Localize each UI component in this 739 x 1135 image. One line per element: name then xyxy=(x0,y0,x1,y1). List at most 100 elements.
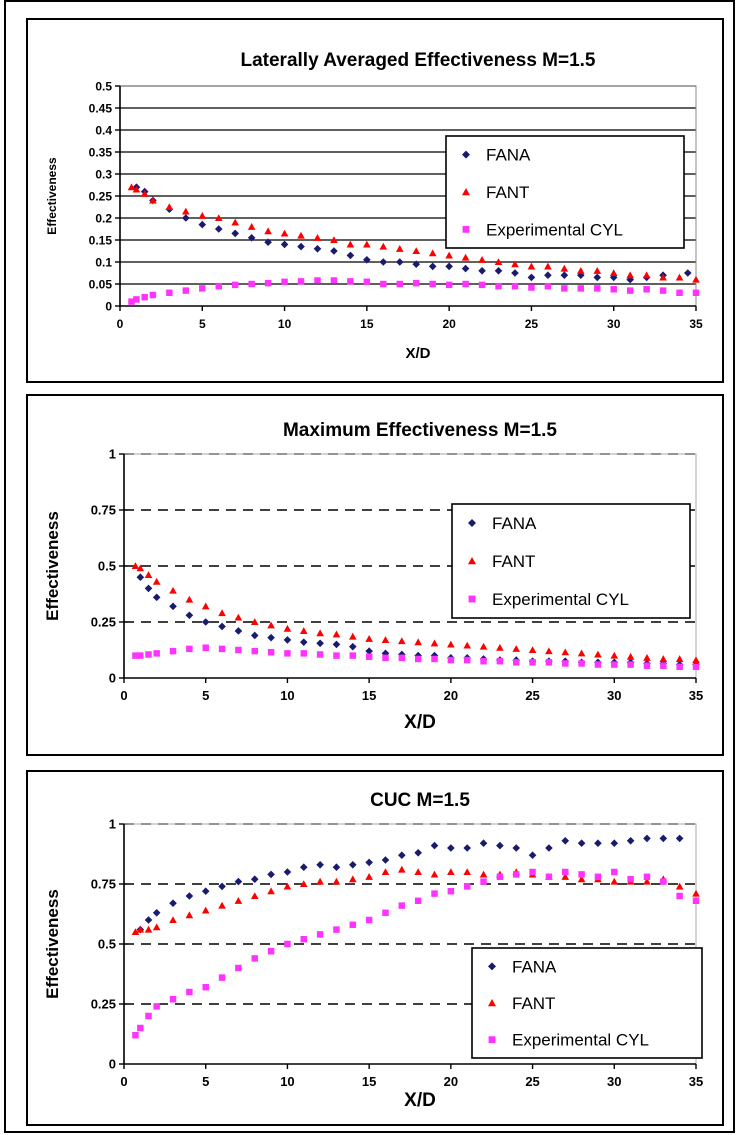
data-point xyxy=(494,267,503,275)
data-point xyxy=(169,647,177,655)
legend-label: FANA xyxy=(486,146,531,165)
data-point xyxy=(127,183,136,191)
data-point xyxy=(186,645,193,653)
data-point xyxy=(463,656,471,664)
data-point xyxy=(578,660,585,667)
data-point xyxy=(512,844,521,852)
data-point xyxy=(215,282,222,290)
data-point xyxy=(201,887,210,895)
y-tick-label: 0.75 xyxy=(91,503,116,518)
legend-box xyxy=(471,947,703,1059)
data-point xyxy=(284,650,291,657)
data-point xyxy=(297,278,305,285)
data-point xyxy=(495,282,502,290)
data-point xyxy=(128,298,135,305)
y-tick-label: 0.3 xyxy=(95,167,112,181)
data-point xyxy=(316,651,324,658)
data-point xyxy=(463,868,471,876)
data-point xyxy=(562,660,569,667)
data-point xyxy=(560,264,569,272)
x-tick-label: 5 xyxy=(202,688,209,703)
data-point xyxy=(478,267,486,275)
y-tick-label: 0.4 xyxy=(95,123,112,137)
data-point xyxy=(283,624,292,632)
x-tick-label: 20 xyxy=(444,1074,458,1089)
data-point xyxy=(284,940,291,948)
data-point xyxy=(430,639,439,647)
data-point xyxy=(445,262,453,271)
data-point xyxy=(363,278,371,286)
data-point xyxy=(428,249,437,257)
legend-label: FANA xyxy=(492,514,537,533)
data-point xyxy=(349,921,357,929)
data-point xyxy=(267,887,275,895)
data-point xyxy=(198,220,207,229)
data-point xyxy=(144,571,153,578)
data-point xyxy=(300,935,308,943)
data-point xyxy=(610,286,617,293)
data-point xyxy=(463,844,471,852)
data-point xyxy=(349,875,357,883)
x-axis-label: X/D xyxy=(404,1090,436,1111)
data-point xyxy=(165,203,174,211)
data-point xyxy=(445,281,453,289)
series-experimental-cyl xyxy=(132,644,700,671)
data-point xyxy=(461,253,470,261)
data-point xyxy=(149,196,157,204)
data-point xyxy=(182,287,190,294)
data-point xyxy=(594,285,601,292)
data-point xyxy=(511,269,519,277)
x-tick-label: 15 xyxy=(362,688,376,703)
data-point xyxy=(316,931,324,938)
legend-label: FANT xyxy=(486,183,529,202)
data-point xyxy=(610,877,619,885)
data-point xyxy=(363,256,371,264)
data-point xyxy=(643,286,650,293)
data-point xyxy=(166,289,173,297)
data-point xyxy=(643,654,651,661)
data-point xyxy=(626,271,634,279)
data-point xyxy=(234,877,243,886)
data-point xyxy=(643,877,651,885)
data-point xyxy=(643,662,651,669)
data-point xyxy=(398,654,406,662)
data-point xyxy=(676,663,683,671)
data-point xyxy=(234,627,243,635)
data-point xyxy=(218,901,226,909)
y-tick-label: 0.15 xyxy=(89,233,113,247)
data-point xyxy=(267,633,275,642)
chart-panel-cuc: CUC M=1.5 0 0.25 0.5 0.75 1 0 5 10 15 20 25 30 35 X/D E… xyxy=(26,770,724,1126)
data-point xyxy=(330,236,338,244)
data-point xyxy=(169,586,177,594)
legend-box xyxy=(451,503,691,619)
data-point xyxy=(136,564,145,572)
x-tick-label: 10 xyxy=(278,317,292,331)
data-point xyxy=(431,655,438,663)
data-point xyxy=(562,868,569,876)
data-point xyxy=(692,289,700,297)
data-point xyxy=(627,875,634,883)
data-point xyxy=(313,234,322,241)
x-tick-label: 20 xyxy=(444,688,458,703)
data-point xyxy=(316,629,324,637)
data-point xyxy=(609,269,618,277)
data-point xyxy=(545,873,553,881)
data-point xyxy=(202,644,209,651)
legend-marker xyxy=(462,225,470,233)
data-point xyxy=(251,955,258,962)
data-point xyxy=(365,858,373,867)
data-point xyxy=(593,273,602,282)
data-point xyxy=(330,277,338,284)
data-point xyxy=(251,647,258,655)
data-point xyxy=(136,925,145,933)
data-point xyxy=(381,868,390,876)
y-tick-label: 0 xyxy=(105,299,112,313)
data-point xyxy=(333,926,340,933)
legend: FANA FANT Experimental CYL xyxy=(445,135,685,249)
data-point xyxy=(250,875,259,883)
data-point xyxy=(561,648,570,656)
legend-marker xyxy=(468,557,476,565)
x-tick-label: 25 xyxy=(525,688,539,703)
data-point xyxy=(561,837,570,845)
data-point xyxy=(137,1024,144,1032)
